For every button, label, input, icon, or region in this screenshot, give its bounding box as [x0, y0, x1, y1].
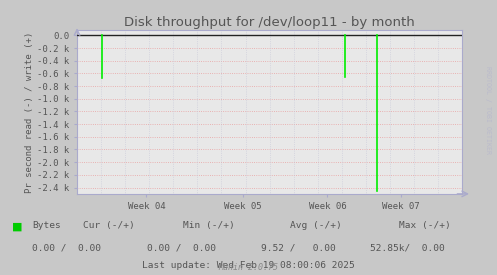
Text: Avg (-/+): Avg (-/+) [290, 221, 341, 230]
Text: Max (-/+): Max (-/+) [399, 221, 451, 230]
Text: 0.00 /  0.00: 0.00 / 0.00 [32, 243, 101, 252]
Text: 52.85k/  0.00: 52.85k/ 0.00 [370, 243, 445, 252]
Text: Munin 2.0.75: Munin 2.0.75 [219, 263, 278, 272]
Text: Last update: Wed Feb 19 08:00:06 2025: Last update: Wed Feb 19 08:00:06 2025 [142, 261, 355, 270]
Text: 9.52 /   0.00: 9.52 / 0.00 [261, 243, 335, 252]
Y-axis label: Pr second read (-) / write (+): Pr second read (-) / write (+) [25, 31, 34, 193]
Text: Min (-/+): Min (-/+) [183, 221, 235, 230]
Text: Cur (-/+): Cur (-/+) [83, 221, 135, 230]
Text: Bytes: Bytes [32, 221, 61, 230]
Text: 0.00 /  0.00: 0.00 / 0.00 [147, 243, 216, 252]
Text: ■: ■ [12, 221, 23, 231]
Text: RRDTOOL / TOBI OETIKER: RRDTOOL / TOBI OETIKER [485, 66, 491, 154]
Title: Disk throughput for /dev/loop11 - by month: Disk throughput for /dev/loop11 - by mon… [124, 16, 415, 29]
